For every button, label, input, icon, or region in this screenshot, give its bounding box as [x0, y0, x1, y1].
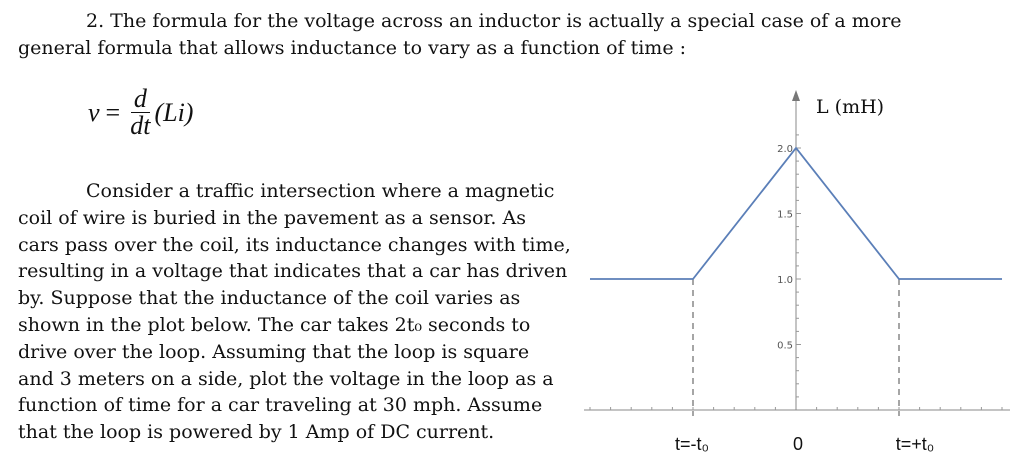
x-tick-label-zero: 0	[793, 434, 803, 454]
y-tick-label: 1.0	[777, 275, 793, 286]
body-line: coil of wire is buried in the pavement a…	[18, 206, 526, 229]
body-line: that the loop is powered by 1 Amp of DC …	[18, 421, 495, 444]
body-line: shown in the plot below. The car takes 2…	[18, 313, 531, 336]
body-line: cars pass over the coil, its inductance …	[18, 233, 571, 256]
question-line-1: 2. The formula for the voltage across an…	[86, 10, 902, 32]
inductor-formula: v = d dt (Li)	[88, 86, 193, 139]
body-line: and 3 meters on a side, plot the voltage…	[18, 367, 554, 390]
body-line: resulting in a voltage that indicates th…	[18, 260, 568, 283]
y-tick-label: 1.5	[777, 210, 793, 221]
body-line: by. Suppose that the inductance of the c…	[18, 287, 521, 310]
formula-equals: =	[105, 97, 121, 127]
y-axis-arrow-icon	[792, 90, 800, 101]
formula-argument: (Li)	[154, 97, 194, 127]
y-tick-label: 2.0	[777, 144, 793, 155]
body-line: Consider a traffic intersection where a …	[86, 180, 555, 202]
problem-body: Consider a traffic intersection where a …	[18, 178, 578, 446]
body-line: function of time for a car traveling at …	[18, 394, 543, 417]
formula-derivative: d dt	[130, 86, 150, 139]
formula-numerator: d	[130, 86, 150, 113]
formula-lhs: v	[88, 97, 100, 127]
question-line-2: general formula that allows inductance t…	[18, 36, 687, 59]
y-tick-label: 0.5	[777, 341, 793, 352]
x-tick-label-neg-t0: t=-t₀	[675, 434, 709, 454]
formula-denominator: dt	[130, 111, 151, 140]
y-axis-label: L (mH)	[816, 96, 884, 118]
x-tick-label-pos-t0: t=+t₀	[896, 434, 935, 454]
body-line: drive over the loop. Assuming that the l…	[18, 340, 530, 363]
question-text: 2. The formula for the voltage across an…	[18, 8, 998, 62]
